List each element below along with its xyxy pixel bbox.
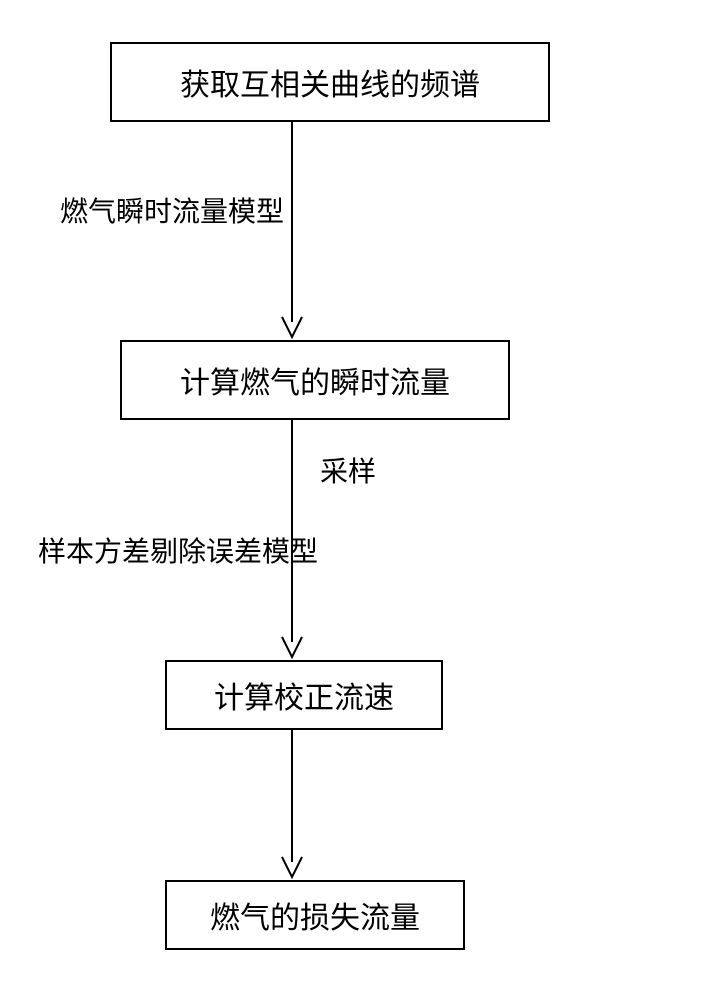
flowchart-node-3: 计算校正流速 <box>165 660 443 730</box>
arrow-3-4 <box>292 730 293 880</box>
edge-label: 采样 <box>320 450 376 490</box>
edge-label: 样本方差剔除误差模型 <box>38 530 318 570</box>
flowchart-node-2: 计算燃气的瞬时流量 <box>120 340 510 420</box>
flowchart-node-1: 获取互相关曲线的频谱 <box>110 42 550 122</box>
flowchart-node-4: 燃气的损失流量 <box>165 880 465 950</box>
edge-label: 燃气瞬时流量模型 <box>60 190 284 230</box>
node-label: 计算校正流速 <box>214 673 394 717</box>
arrow-1-2 <box>292 122 293 340</box>
node-label: 获取互相关曲线的频谱 <box>180 60 480 104</box>
node-label: 计算燃气的瞬时流量 <box>180 358 450 402</box>
node-label: 燃气的损失流量 <box>210 893 420 937</box>
